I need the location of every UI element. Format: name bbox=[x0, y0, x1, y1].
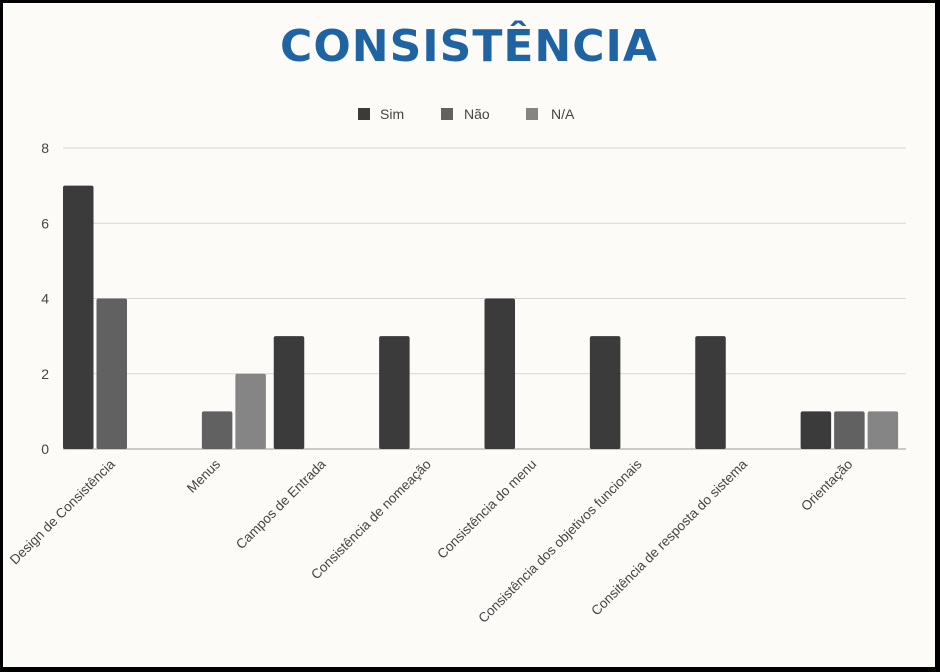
bar-sim-consistencia-dos-objetivos-funcionais bbox=[589, 336, 621, 449]
x-tick-label-consistencia-dos-objetivos-funcionais: Consistência dos objetivos funcionais bbox=[475, 456, 644, 625]
y-tick-label-2: 2 bbox=[41, 366, 49, 382]
legend-swatch-n-a bbox=[526, 108, 538, 120]
bar-chart: 0 2 4 6 8 Sim Não N/A Design de Consistência Menu… bbox=[7, 106, 906, 626]
legend-label-sim: Sim bbox=[380, 106, 404, 122]
legend-swatch-sim bbox=[358, 108, 370, 120]
chart-title: CONSISTÊNCIA bbox=[280, 21, 658, 72]
y-tick-label-0: 0 bbox=[41, 441, 49, 457]
bar-sim-consistencia-de-nomeacao bbox=[379, 336, 410, 449]
bar-nao-orientacao bbox=[834, 411, 865, 449]
x-tick-label-menus: Menus bbox=[184, 456, 223, 495]
legend-swatch-nao bbox=[441, 108, 453, 120]
y-tick-label-4: 4 bbox=[41, 291, 49, 307]
x-tick-label-campos-de-entrada: Campos de Entrada bbox=[233, 456, 329, 552]
bar-nao-design-de-consistencia bbox=[96, 298, 127, 449]
bar-sim-consitencia-de-resposta-do-sistema bbox=[695, 336, 726, 449]
bar-n-a-menus bbox=[235, 373, 266, 449]
bar-sim-campos-de-entrada bbox=[273, 336, 305, 449]
y-tick-label-8: 8 bbox=[41, 140, 49, 156]
bar-nao-menus bbox=[201, 411, 233, 449]
bar-sim-design-de-consistencia bbox=[63, 185, 94, 449]
bar-n-a-orientacao bbox=[867, 411, 899, 449]
x-tick-label-design-de-consistencia: Design de Consistência bbox=[7, 456, 118, 567]
y-tick-label-6: 6 bbox=[41, 215, 49, 231]
x-tick-label-consistencia-de-nomeacao: Consistência de nomeação bbox=[308, 457, 434, 583]
x-tick-label-orientacao: Orientação bbox=[798, 457, 855, 514]
legend-label-nao: Não bbox=[464, 106, 490, 122]
bar-sim-consistencia-do-menu bbox=[484, 298, 515, 449]
x-tick-label-consistencia-do-menu: Consistência do menu bbox=[434, 457, 539, 562]
legend-label-n-a: N/A bbox=[551, 106, 575, 122]
bar-sim-orientacao bbox=[800, 411, 832, 449]
